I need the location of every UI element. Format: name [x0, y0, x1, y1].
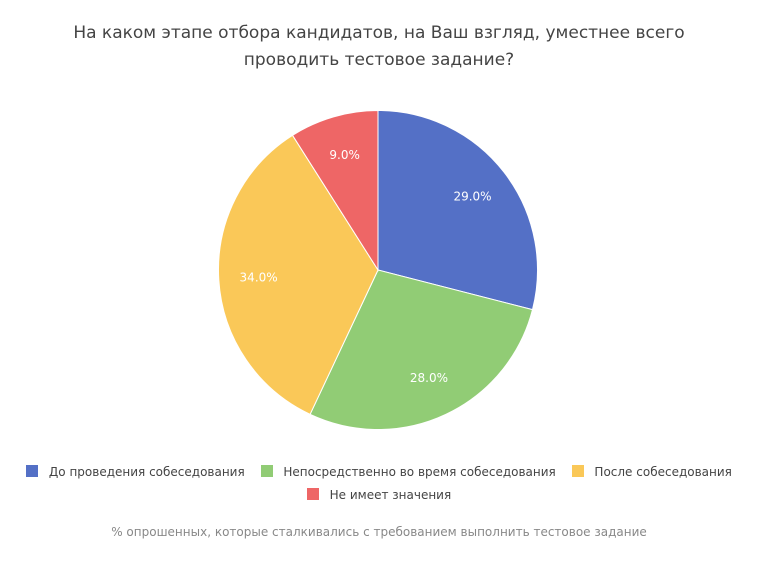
pie-label-during-interview: 28.0%	[410, 371, 448, 385]
pie-label-no-matter: 9.0%	[329, 148, 360, 162]
legend-item-before-interview[interactable]: До проведения собеседования	[26, 461, 245, 484]
chart-legend: До проведения собеседования Непосредстве…	[20, 461, 738, 507]
legend-swatch-before-interview	[26, 465, 39, 477]
pie-slice-before-interview[interactable]	[377, 109, 538, 311]
legend-item-after-interview[interactable]: После собеседования	[571, 461, 732, 484]
chart-title-line-2: проводить тестовое задание?	[243, 50, 515, 70]
legend-swatch-no-matter	[306, 488, 319, 500]
pie-label-after-interview: 34.0%	[240, 271, 278, 285]
legend-label-no-matter: Не имеет значения	[329, 488, 452, 502]
legend-item-no-matter[interactable]: Не имеет значения	[306, 484, 452, 507]
legend-label-after-interview: После собеседования	[594, 465, 732, 479]
legend-label-during-interview: Непосредственно во время собеседования	[283, 465, 556, 479]
legend-swatch-after-interview	[571, 465, 584, 477]
legend-item-during-interview[interactable]: Непосредственно во время собеседования	[260, 461, 556, 484]
chart-title-line-1: На каком этапе отбора кандидатов, на Ваш…	[73, 23, 685, 43]
legend-swatch-during-interview	[260, 465, 273, 477]
pie-slice-after-interview[interactable]	[218, 134, 379, 415]
pie-slice-during-interview[interactable]	[309, 269, 534, 430]
chart-footnote: % опрошенных, которые сталкивались с тре…	[111, 525, 647, 539]
chart-title: На каком этапе отбора кандидатов, на Ваш…	[0, 20, 758, 74]
pie-slice-no-matter[interactable]	[291, 109, 379, 272]
legend-label-before-interview: До проведения собеседования	[48, 465, 245, 479]
pie-label-before-interview: 29.0%	[453, 190, 491, 204]
pie-chart: 29.0% 28.0% 34.0% 9.0%	[218, 109, 538, 430]
